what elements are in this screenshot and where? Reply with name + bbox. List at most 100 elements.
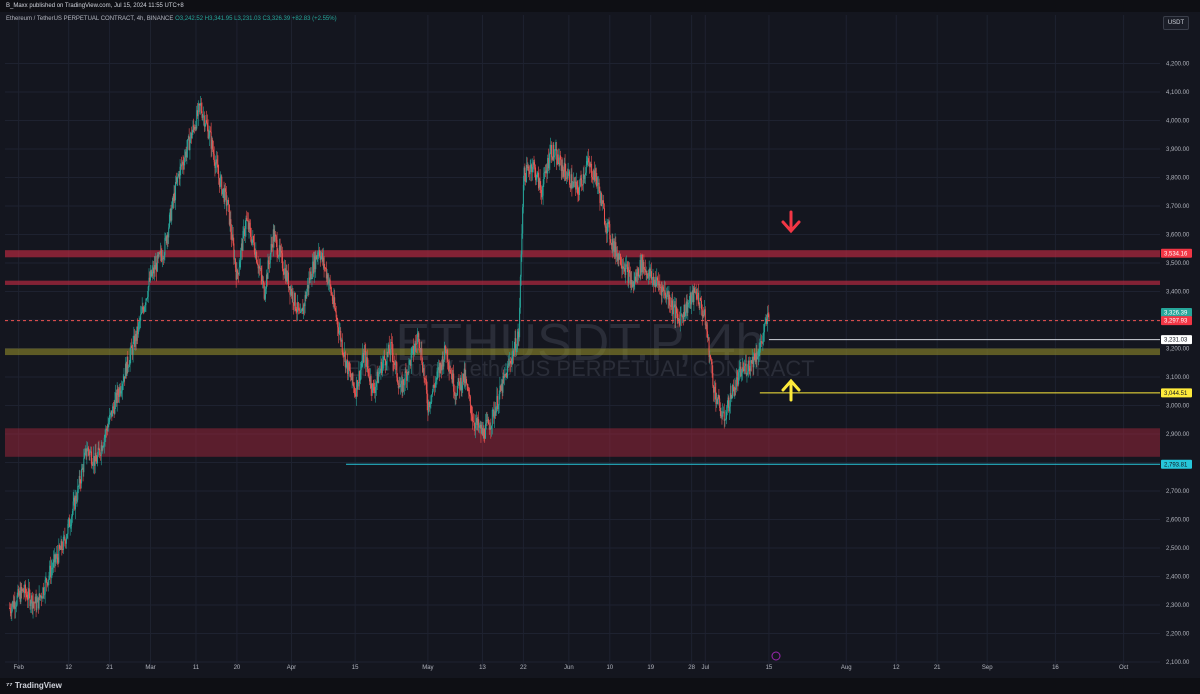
candle-body	[654, 279, 656, 288]
candle-body	[262, 280, 264, 282]
candle-body	[112, 406, 114, 417]
candle-body	[596, 177, 598, 186]
candle-body	[758, 349, 760, 357]
candle-body	[401, 380, 403, 393]
candle-body	[128, 364, 130, 367]
candle-body	[362, 352, 364, 363]
candle-body	[428, 401, 430, 413]
candle-body	[119, 387, 121, 394]
candle-body	[444, 345, 446, 360]
candle-body	[350, 371, 352, 378]
candle-body	[406, 372, 408, 381]
candle-body	[308, 277, 310, 289]
candle-body	[150, 270, 152, 281]
candle-body	[161, 255, 163, 261]
candle-body	[282, 268, 284, 273]
candle-body	[283, 272, 285, 275]
candle-body	[204, 124, 206, 127]
candle-body	[648, 268, 650, 273]
candle-body	[707, 331, 709, 338]
time-axis[interactable]: Feb 12 21 Mar 11 20 Apr 15 May 13 22 Jun 10 19 28 Jul 15…	[13, 665, 1128, 671]
candle-body	[601, 200, 603, 207]
candle-body	[553, 155, 555, 158]
candle-body	[128, 366, 130, 368]
candle-body	[710, 359, 712, 362]
candle-body	[369, 376, 371, 382]
candle-body	[147, 286, 149, 297]
candle-body	[423, 368, 425, 379]
candle-body	[300, 311, 302, 314]
candle-body	[664, 290, 666, 296]
candle-body	[617, 253, 619, 261]
price-label-box	[1161, 459, 1192, 469]
x-tick-label: 28	[688, 665, 695, 671]
candle-body	[634, 276, 636, 282]
candle-body	[713, 386, 715, 393]
candle-body	[38, 593, 40, 609]
candle-body	[547, 157, 549, 169]
candle-body	[75, 495, 77, 501]
event-marker-icon[interactable]	[771, 651, 781, 661]
candle-body	[455, 395, 457, 397]
candle-body	[222, 189, 224, 195]
candle-body	[741, 367, 743, 373]
candle-body	[231, 234, 233, 240]
candle-body	[724, 420, 726, 421]
candle-body	[212, 149, 214, 154]
candle-body	[578, 193, 580, 195]
candle-body	[186, 149, 188, 157]
candle-body	[558, 162, 560, 166]
candle-body	[299, 309, 301, 314]
candle-body	[539, 178, 541, 188]
candle-body	[81, 467, 83, 470]
candle-body	[72, 501, 74, 512]
candle-body	[84, 448, 86, 453]
candle-body	[11, 606, 13, 614]
candle-body	[24, 584, 26, 594]
candle-body	[582, 184, 583, 186]
chart-grid	[5, 15, 1160, 668]
candle-body	[639, 259, 641, 277]
candle-body	[184, 151, 186, 158]
candle-body	[542, 184, 544, 196]
legend-low: L3,231.03	[234, 16, 261, 22]
candle-body	[748, 360, 750, 369]
candle-body	[567, 172, 569, 178]
price-axis[interactable]: 2,100.00 2,200.00 2,300.00 2,400.00 2,500.00…	[1161, 62, 1192, 667]
candle-body	[375, 386, 377, 393]
candle-body	[468, 389, 470, 395]
candle-body	[260, 268, 262, 275]
currency-button[interactable]: USDT	[1163, 16, 1189, 30]
candle-body	[702, 314, 704, 317]
candle-body	[237, 270, 239, 274]
event-marker[interactable]	[771, 651, 781, 661]
candle-body	[67, 523, 69, 534]
candle-body	[74, 495, 76, 510]
candle-body	[43, 594, 45, 596]
candle-body	[667, 291, 669, 300]
candle-body	[134, 335, 136, 347]
candle-body	[492, 409, 494, 411]
y-tick-label: 2,500.00	[1166, 546, 1190, 552]
candle-body	[66, 533, 68, 539]
candle-body	[531, 164, 533, 173]
candle-body	[279, 245, 281, 252]
candle-body	[237, 273, 239, 275]
candle-body	[165, 236, 167, 244]
candle-body	[338, 331, 340, 334]
candle-body	[331, 294, 333, 301]
candle-body	[681, 314, 683, 318]
candle-body	[65, 538, 67, 544]
candle-body	[715, 391, 717, 404]
candle-body	[588, 158, 590, 163]
candle-body	[372, 383, 374, 393]
candle-body	[511, 356, 513, 365]
candle-body	[99, 454, 101, 456]
candle-body	[403, 379, 405, 385]
candle-body	[409, 360, 411, 362]
candle-body	[579, 178, 581, 187]
candle-body	[556, 149, 558, 165]
candle-body	[363, 350, 365, 363]
candle-body	[211, 139, 213, 149]
